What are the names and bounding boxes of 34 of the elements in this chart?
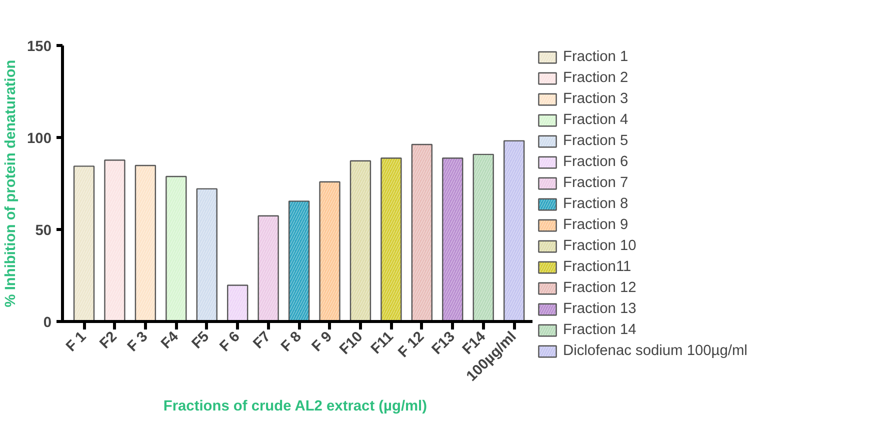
y-tick-label: 100 bbox=[27, 131, 52, 147]
x-tick-label: F 6 bbox=[216, 328, 244, 356]
y-axis-title: % Inhibition of protein denaturation bbox=[3, 60, 20, 308]
legend-label: Fraction 12 bbox=[563, 280, 636, 296]
legend-label: Fraction 9 bbox=[563, 217, 628, 233]
legend-label: Fraction 5 bbox=[563, 133, 628, 149]
x-tick-label: F 12 bbox=[396, 328, 428, 361]
y-tick-label: 150 bbox=[27, 39, 52, 55]
x-tick-label: F5 bbox=[189, 328, 213, 352]
x-tick-label: F2 bbox=[96, 328, 120, 352]
legend-label: Fraction 2 bbox=[563, 70, 628, 86]
legend-label: Fraction 8 bbox=[563, 196, 628, 212]
legend-label: Diclofenac sodium 100µg/ml bbox=[563, 343, 748, 359]
x-tick-label: F 1 bbox=[63, 328, 90, 356]
legend-label: Fraction 3 bbox=[563, 91, 628, 107]
legend-label: Fraction 1 bbox=[563, 49, 628, 65]
legend-label: Fraction11 bbox=[563, 259, 632, 275]
legend-label: Fraction 6 bbox=[563, 154, 628, 170]
y-tick-label: 50 bbox=[35, 223, 52, 239]
x-tick-label: F7 bbox=[250, 328, 274, 352]
x-tick-label: F4 bbox=[158, 328, 182, 352]
x-tick-label: F 9 bbox=[309, 328, 336, 356]
legend-label: Fraction 10 bbox=[563, 238, 636, 254]
y-tick-label: 0 bbox=[43, 315, 52, 331]
x-axis-title: Fractions of crude AL2 extract (µg/ml) bbox=[163, 398, 428, 414]
legend-label: Fraction 4 bbox=[563, 112, 628, 128]
x-tick-label: F10 bbox=[336, 328, 366, 358]
x-tick-label: F 8 bbox=[278, 328, 305, 356]
legend-label: Fraction 7 bbox=[563, 175, 628, 191]
x-tick-label: F11 bbox=[368, 328, 397, 358]
x-tick-label: F13 bbox=[429, 328, 458, 358]
legend-label: Fraction 13 bbox=[563, 301, 636, 317]
x-tick-label: F 3 bbox=[124, 328, 152, 356]
legend-label: Fraction 14 bbox=[563, 322, 636, 338]
